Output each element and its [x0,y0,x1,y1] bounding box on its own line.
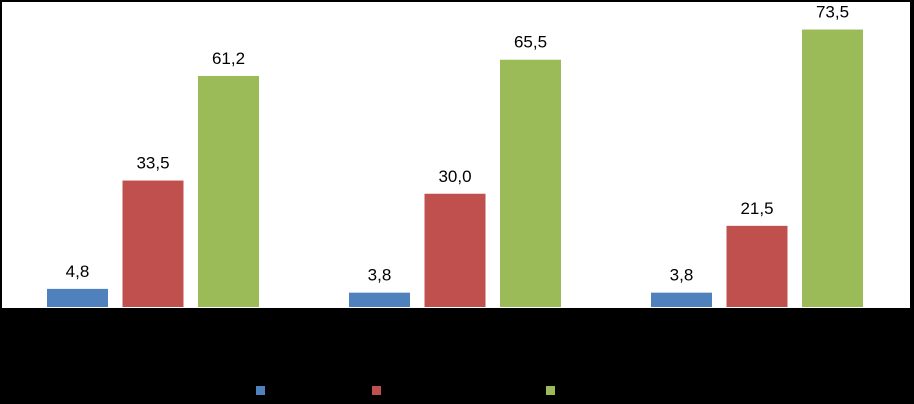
data-label: 3,8 [368,266,392,285]
bar [47,288,108,307]
bar [726,225,788,307]
bar [500,59,561,307]
data-label: 3,8 [670,266,694,285]
data-label: 4,8 [66,262,90,281]
bar [651,292,712,307]
bar [802,29,863,307]
data-label: 30,0 [438,167,471,186]
data-label: 61,2 [212,49,245,68]
data-label: 33,5 [136,154,169,173]
data-label: 21,5 [740,199,773,218]
legend-swatch [372,386,381,395]
data-label: 73,5 [816,3,849,22]
bar [122,180,184,307]
data-label: 65,5 [514,33,547,52]
bar [198,75,259,307]
bar [349,292,410,307]
legend-swatch [546,386,555,395]
bar [424,193,486,307]
legend-swatch [256,386,265,395]
